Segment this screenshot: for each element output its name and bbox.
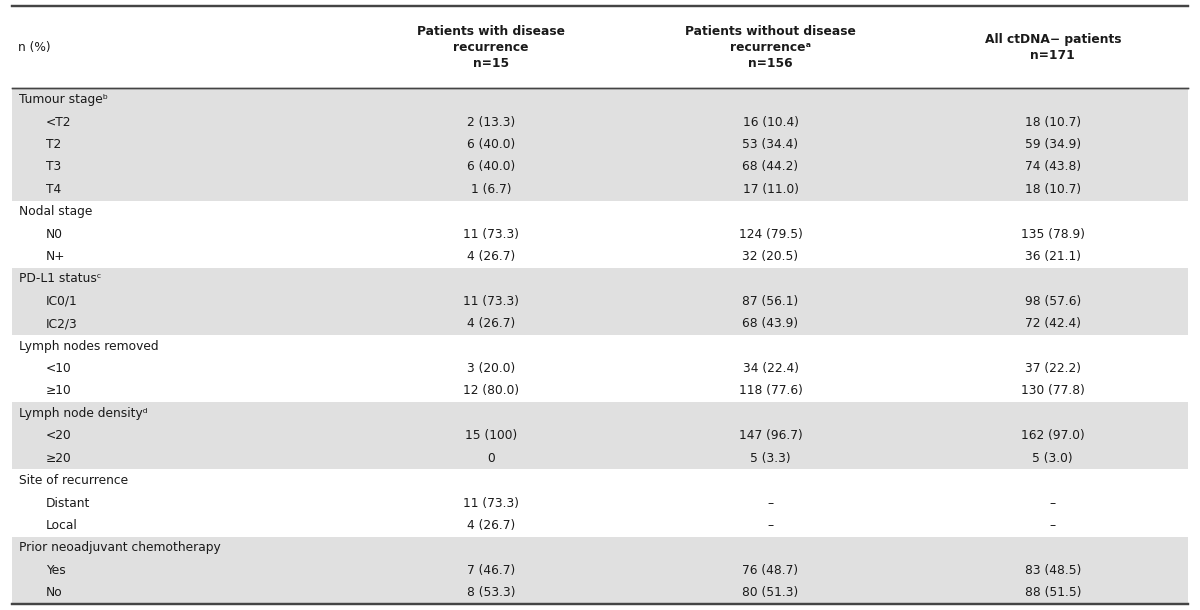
Bar: [12, 514, 1188, 537]
Text: 18 (10.7): 18 (10.7): [1025, 115, 1081, 129]
Bar: [12, 156, 1188, 178]
Text: 68 (44.2): 68 (44.2): [743, 160, 798, 173]
Text: No: No: [46, 586, 62, 599]
Text: 130 (77.8): 130 (77.8): [1021, 384, 1085, 398]
Bar: [12, 402, 1188, 425]
Text: 6 (40.0): 6 (40.0): [467, 138, 515, 151]
Text: 3 (20.0): 3 (20.0): [467, 362, 515, 375]
Text: 135 (78.9): 135 (78.9): [1021, 228, 1085, 240]
Text: ≥20: ≥20: [46, 452, 71, 465]
Text: Tumour stageᵇ: Tumour stageᵇ: [19, 93, 108, 106]
Text: 6 (40.0): 6 (40.0): [467, 160, 515, 173]
Text: Lymph node densityᵈ: Lymph node densityᵈ: [19, 407, 148, 420]
Text: Patients with disease
recurrence
n=15: Patients with disease recurrence n=15: [418, 25, 565, 70]
Bar: [12, 447, 1188, 470]
Text: 17 (11.0): 17 (11.0): [743, 183, 798, 196]
Bar: [12, 357, 1188, 380]
Text: 87 (56.1): 87 (56.1): [743, 295, 799, 308]
Bar: [12, 581, 1188, 604]
Text: IC0/1: IC0/1: [46, 295, 77, 308]
Text: 4 (26.7): 4 (26.7): [467, 250, 515, 263]
Text: –: –: [768, 497, 774, 509]
Text: 162 (97.0): 162 (97.0): [1021, 429, 1085, 442]
Text: n (%): n (%): [18, 41, 50, 54]
Bar: [12, 470, 1188, 492]
Bar: [12, 133, 1188, 156]
Text: T3: T3: [46, 160, 61, 173]
Text: N0: N0: [46, 228, 62, 240]
Bar: [12, 178, 1188, 201]
Text: T4: T4: [46, 183, 61, 196]
Text: <T2: <T2: [46, 115, 71, 129]
Bar: [12, 380, 1188, 402]
Text: Lymph nodes removed: Lymph nodes removed: [19, 340, 158, 353]
Text: –: –: [1050, 497, 1056, 509]
Text: 32 (20.5): 32 (20.5): [743, 250, 798, 263]
Text: ≥10: ≥10: [46, 384, 71, 398]
Bar: [12, 537, 1188, 559]
Text: 18 (10.7): 18 (10.7): [1025, 183, 1081, 196]
Text: –: –: [768, 519, 774, 532]
Text: Site of recurrence: Site of recurrence: [19, 474, 128, 487]
Text: <20: <20: [46, 429, 71, 442]
Text: 72 (42.4): 72 (42.4): [1025, 317, 1081, 330]
Text: 118 (77.6): 118 (77.6): [738, 384, 803, 398]
Text: T2: T2: [46, 138, 61, 151]
Text: 7 (46.7): 7 (46.7): [467, 564, 515, 577]
Text: IC2/3: IC2/3: [46, 317, 77, 330]
Bar: [12, 559, 1188, 581]
Bar: [12, 268, 1188, 290]
Text: Patients without disease
recurrenceᵃ
n=156: Patients without disease recurrenceᵃ n=1…: [685, 25, 856, 70]
Bar: [12, 201, 1188, 223]
Text: 5 (3.3): 5 (3.3): [750, 452, 791, 465]
Text: 16 (10.4): 16 (10.4): [743, 115, 798, 129]
Bar: [12, 425, 1188, 447]
Text: 74 (43.8): 74 (43.8): [1025, 160, 1081, 173]
Text: 36 (21.1): 36 (21.1): [1025, 250, 1081, 263]
Bar: [12, 223, 1188, 245]
Text: Distant: Distant: [46, 497, 90, 509]
Text: 88 (51.5): 88 (51.5): [1025, 586, 1081, 599]
Text: Nodal stage: Nodal stage: [19, 205, 92, 218]
Text: 124 (79.5): 124 (79.5): [738, 228, 803, 240]
Text: 11 (73.3): 11 (73.3): [463, 295, 520, 308]
Text: 5 (3.0): 5 (3.0): [1032, 452, 1073, 465]
Text: 76 (48.7): 76 (48.7): [743, 564, 798, 577]
Text: 59 (34.9): 59 (34.9): [1025, 138, 1081, 151]
Text: 1 (6.7): 1 (6.7): [470, 183, 511, 196]
Bar: [12, 335, 1188, 357]
Text: 15 (100): 15 (100): [466, 429, 517, 442]
Text: 8 (53.3): 8 (53.3): [467, 586, 516, 599]
Text: 98 (57.6): 98 (57.6): [1025, 295, 1081, 308]
Text: Prior neoadjuvant chemotherapy: Prior neoadjuvant chemotherapy: [19, 541, 221, 554]
Text: 4 (26.7): 4 (26.7): [467, 317, 515, 330]
Text: PD-L1 statusᶜ: PD-L1 statusᶜ: [19, 273, 102, 285]
Bar: [12, 312, 1188, 335]
Text: –: –: [1050, 519, 1056, 532]
Text: All ctDNA− patients
n=171: All ctDNA− patients n=171: [984, 33, 1121, 62]
Text: 2 (13.3): 2 (13.3): [467, 115, 515, 129]
Text: 80 (51.3): 80 (51.3): [743, 586, 799, 599]
Bar: [12, 88, 1188, 111]
Text: Local: Local: [46, 519, 77, 532]
Text: 147 (96.7): 147 (96.7): [739, 429, 803, 442]
Text: 11 (73.3): 11 (73.3): [463, 228, 520, 240]
Text: <10: <10: [46, 362, 71, 375]
Bar: [12, 245, 1188, 268]
Text: 12 (80.0): 12 (80.0): [463, 384, 520, 398]
Bar: [12, 492, 1188, 514]
Bar: [12, 290, 1188, 312]
Text: 0: 0: [487, 452, 496, 465]
Bar: [12, 111, 1188, 133]
Text: 4 (26.7): 4 (26.7): [467, 519, 515, 532]
Text: 37 (22.2): 37 (22.2): [1025, 362, 1081, 375]
Text: 68 (43.9): 68 (43.9): [743, 317, 798, 330]
Text: N+: N+: [46, 250, 65, 263]
Text: Yes: Yes: [46, 564, 65, 577]
Text: 11 (73.3): 11 (73.3): [463, 497, 520, 509]
Text: 34 (22.4): 34 (22.4): [743, 362, 798, 375]
Text: 83 (48.5): 83 (48.5): [1025, 564, 1081, 577]
Text: 53 (34.4): 53 (34.4): [743, 138, 798, 151]
